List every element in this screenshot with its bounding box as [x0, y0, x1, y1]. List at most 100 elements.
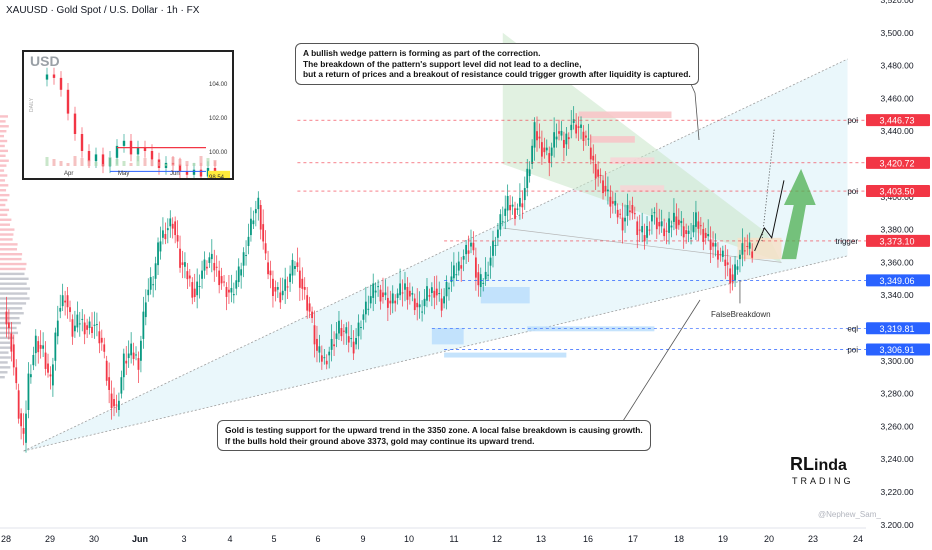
candle-body [489, 257, 492, 266]
price-zone [431, 328, 464, 345]
analysis-callout-top: A bullish wedge pattern is forming as pa… [295, 43, 699, 85]
volume-profile-bar [0, 253, 23, 256]
candle-body [382, 292, 384, 298]
candle-body [96, 324, 98, 326]
candle-body [484, 271, 487, 280]
candle-body [362, 314, 365, 320]
candle-body [680, 220, 683, 224]
candle-body [328, 351, 331, 356]
x-tick-label: 10 [404, 534, 414, 544]
level-price-tag-text: 3,306.91 [879, 345, 914, 355]
candle-body [130, 343, 133, 356]
candle-body [741, 243, 744, 255]
candle-body [54, 332, 57, 361]
candle-body [220, 276, 223, 284]
candle-body [110, 393, 113, 409]
inset-volume-bar [87, 160, 91, 166]
candle-body [181, 262, 184, 265]
candle-body [22, 428, 25, 434]
candle-body [570, 124, 573, 131]
candle-body [448, 287, 450, 290]
level-label: poi [847, 345, 858, 354]
level-label: eql [847, 324, 858, 333]
candle-body [137, 358, 140, 370]
candle-body [658, 221, 661, 227]
candle-body [611, 201, 614, 204]
candle-body [467, 250, 470, 254]
candle-body [660, 221, 663, 227]
candle-body [352, 341, 355, 354]
candle-body [357, 322, 360, 337]
x-tick-label: 11 [449, 534, 458, 544]
candle-body [638, 229, 641, 231]
candle-body [193, 288, 196, 298]
candle-body [572, 119, 575, 123]
candle-body [372, 283, 375, 298]
usd-inset-svg: 104.00102.00100.0098.5498.00AprMayJunDAI… [29, 67, 230, 178]
candle-body [250, 218, 252, 236]
candle-body [306, 295, 309, 311]
inset-candle-body [136, 147, 140, 155]
candle-body [98, 331, 101, 344]
candle-body [702, 229, 705, 242]
volume-profile-bar [0, 248, 18, 251]
candle-body [533, 122, 536, 148]
inset-volume-bar [52, 159, 56, 166]
time-axis-bg [0, 528, 932, 550]
candle-body [673, 212, 675, 222]
candle-body [25, 413, 27, 443]
candle-body [225, 287, 228, 297]
channel-upper-line [23, 58, 848, 452]
volume-profile-bar [0, 272, 25, 276]
candle-body [746, 246, 749, 247]
candle-body [543, 147, 546, 153]
x-tick-label: 4 [227, 534, 232, 544]
candle-body [157, 242, 159, 266]
candle-body [450, 276, 453, 283]
candle-body [516, 208, 519, 210]
candle-body [367, 308, 370, 310]
inset-candle-body [87, 151, 91, 162]
candle-body [118, 400, 120, 410]
forecast-dotted-path [761, 129, 775, 242]
level-price-tag-text: 3,446.73 [879, 116, 914, 126]
candle-body [465, 244, 468, 255]
candle-body [655, 217, 658, 230]
candle-body [609, 196, 612, 207]
candle-body [342, 330, 345, 332]
candle-body [743, 250, 746, 252]
x-tick-label: 3 [181, 534, 186, 544]
candle-body [514, 208, 516, 219]
volume-profile-bar [0, 277, 29, 280]
level-price-tag [866, 274, 930, 287]
candle-body [252, 220, 255, 225]
inset-candle-body [52, 74, 56, 78]
candle-body [631, 205, 634, 214]
candle-body [528, 169, 531, 177]
candle-body [501, 221, 504, 223]
candle-body [504, 208, 507, 216]
candle-body [318, 346, 321, 353]
candle-body [506, 195, 509, 211]
candle-body [44, 352, 47, 369]
candle-body [127, 353, 130, 359]
candle-body [262, 224, 265, 242]
candle-body [34, 335, 37, 354]
candle-body [536, 131, 538, 141]
level-price-tag [866, 185, 930, 198]
candle-body [687, 230, 690, 234]
candle-body [580, 124, 582, 128]
candle-body [548, 153, 551, 164]
inset-y-tick: 104.00 [209, 82, 228, 88]
candle-body [259, 205, 262, 230]
candle-body [668, 218, 670, 233]
candle-body [594, 164, 597, 179]
candle-body [215, 266, 218, 268]
y-tick-label: 3,360.00 [880, 257, 913, 267]
candle-body [496, 229, 499, 238]
candle-body [629, 210, 631, 213]
y-tick-label: 3,220.00 [880, 487, 913, 497]
candle-body [311, 311, 313, 319]
candle-body [487, 274, 490, 276]
